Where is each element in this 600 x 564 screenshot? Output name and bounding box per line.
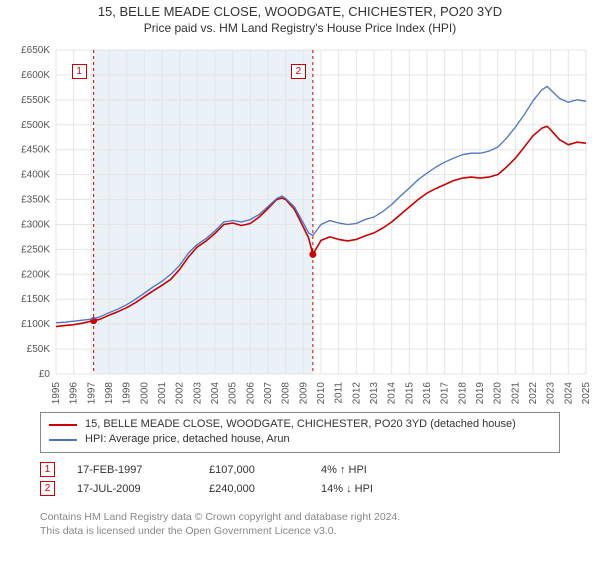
svg-text:1997: 1997 xyxy=(86,382,97,404)
svg-text:£200K: £200K xyxy=(21,269,50,280)
marker-row: 2 17-JUL-2009 £240,000 14% ↓ HPI xyxy=(40,481,560,496)
svg-text:2003: 2003 xyxy=(192,382,203,404)
svg-text:2015: 2015 xyxy=(404,382,415,404)
chart-subtitle: Price paid vs. HM Land Registry's House … xyxy=(0,21,600,35)
marker-row: 1 17-FEB-1997 £107,000 4% ↑ HPI xyxy=(40,462,560,477)
svg-text:£50K: £50K xyxy=(27,344,51,355)
svg-text:2017: 2017 xyxy=(440,382,451,404)
marker-price: £240,000 xyxy=(209,483,299,495)
svg-text:2024: 2024 xyxy=(563,382,574,404)
svg-text:1999: 1999 xyxy=(122,382,133,404)
svg-text:2001: 2001 xyxy=(157,382,168,404)
legend-label: HPI: Average price, detached house, Arun xyxy=(85,432,290,447)
svg-text:£0: £0 xyxy=(39,369,51,380)
legend-row: HPI: Average price, detached house, Arun xyxy=(49,432,551,447)
svg-text:2021: 2021 xyxy=(510,382,521,404)
svg-text:2005: 2005 xyxy=(228,382,239,404)
chart-area: £0 £50K £100K £150K £200K £250K £300K £350K £400… xyxy=(8,44,592,404)
svg-text:2004: 2004 xyxy=(210,382,221,404)
marker-badge: 2 xyxy=(40,481,55,496)
svg-text:£450K: £450K xyxy=(21,145,50,156)
chart-svg: £0 £50K £100K £150K £200K £250K £300K £350K £400… xyxy=(8,44,592,404)
svg-text:2014: 2014 xyxy=(387,382,398,404)
svg-text:2006: 2006 xyxy=(245,382,256,404)
svg-text:£250K: £250K xyxy=(21,244,50,255)
svg-text:2002: 2002 xyxy=(175,382,186,404)
legend-swatch xyxy=(49,424,77,426)
legend-swatch xyxy=(49,439,77,441)
attribution: Contains HM Land Registry data © Crown c… xyxy=(40,510,560,538)
marker-pct: 4% ↑ HPI xyxy=(321,464,441,476)
svg-text:2025: 2025 xyxy=(581,382,592,404)
svg-text:1998: 1998 xyxy=(104,382,115,404)
legend-row: 15, BELLE MEADE CLOSE, WOODGATE, CHICHES… xyxy=(49,417,551,432)
svg-text:2007: 2007 xyxy=(263,382,274,404)
svg-text:£350K: £350K xyxy=(21,195,50,206)
svg-text:2000: 2000 xyxy=(139,382,150,404)
legend: 15, BELLE MEADE CLOSE, WOODGATE, CHICHES… xyxy=(40,412,560,453)
svg-text:£400K: £400K xyxy=(21,170,50,181)
svg-text:£600K: £600K xyxy=(21,70,50,81)
svg-text:2016: 2016 xyxy=(422,382,433,404)
svg-text:1995: 1995 xyxy=(51,382,62,404)
svg-text:2013: 2013 xyxy=(369,382,380,404)
svg-text:2023: 2023 xyxy=(546,382,557,404)
svg-text:2012: 2012 xyxy=(351,382,362,404)
marker-pct: 14% ↓ HPI xyxy=(321,483,441,495)
marker-table: 1 17-FEB-1997 £107,000 4% ↑ HPI 2 17-JUL-2009… xyxy=(40,458,560,500)
svg-text:1996: 1996 xyxy=(69,382,80,404)
svg-text:2010: 2010 xyxy=(316,382,327,404)
svg-text:£100K: £100K xyxy=(21,319,50,330)
svg-text:2019: 2019 xyxy=(475,382,486,404)
svg-text:2020: 2020 xyxy=(493,382,504,404)
attribution-line: This data is licensed under the Open Gov… xyxy=(40,524,560,538)
svg-text:£300K: £300K xyxy=(21,219,50,230)
svg-text:2022: 2022 xyxy=(528,382,539,404)
svg-text:2009: 2009 xyxy=(298,382,309,404)
svg-text:£650K: £650K xyxy=(21,45,50,56)
marker-price: £107,000 xyxy=(209,464,299,476)
marker-date: 17-FEB-1997 xyxy=(77,464,187,476)
svg-text:£550K: £550K xyxy=(21,95,50,106)
svg-text:£150K: £150K xyxy=(21,294,50,305)
marker-badge-1: 1 xyxy=(72,64,87,79)
svg-text:£500K: £500K xyxy=(21,120,50,131)
svg-text:2011: 2011 xyxy=(334,382,345,404)
svg-text:2018: 2018 xyxy=(457,382,468,404)
attribution-line: Contains HM Land Registry data © Crown c… xyxy=(40,510,560,524)
marker-badge-2: 2 xyxy=(291,64,306,79)
marker-badge: 1 xyxy=(40,462,55,477)
svg-text:2008: 2008 xyxy=(281,382,292,404)
marker-date: 17-JUL-2009 xyxy=(77,483,187,495)
chart-title: 15, BELLE MEADE CLOSE, WOODGATE, CHICHES… xyxy=(0,4,600,19)
legend-label: 15, BELLE MEADE CLOSE, WOODGATE, CHICHES… xyxy=(85,417,516,432)
